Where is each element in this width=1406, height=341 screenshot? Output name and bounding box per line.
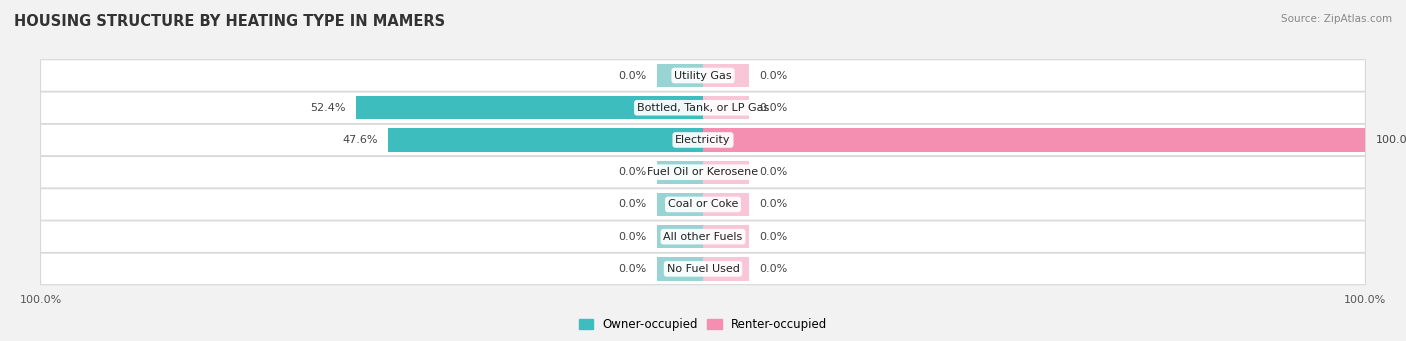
Bar bbox=[703, 64, 749, 87]
Bar bbox=[657, 225, 703, 248]
Text: All other Fuels: All other Fuels bbox=[664, 232, 742, 242]
FancyBboxPatch shape bbox=[41, 221, 1365, 252]
Text: No Fuel Used: No Fuel Used bbox=[666, 264, 740, 274]
Text: 0.0%: 0.0% bbox=[619, 167, 647, 177]
Bar bbox=[388, 128, 703, 152]
Text: 0.0%: 0.0% bbox=[759, 167, 787, 177]
Legend: Owner-occupied, Renter-occupied: Owner-occupied, Renter-occupied bbox=[574, 313, 832, 336]
Bar bbox=[657, 161, 703, 184]
Bar bbox=[657, 64, 703, 87]
Text: Coal or Coke: Coal or Coke bbox=[668, 199, 738, 209]
FancyBboxPatch shape bbox=[41, 92, 1365, 123]
Bar bbox=[703, 128, 1365, 152]
Text: Fuel Oil or Kerosene: Fuel Oil or Kerosene bbox=[647, 167, 759, 177]
Text: 0.0%: 0.0% bbox=[759, 71, 787, 80]
Bar bbox=[703, 225, 749, 248]
Text: HOUSING STRUCTURE BY HEATING TYPE IN MAMERS: HOUSING STRUCTURE BY HEATING TYPE IN MAM… bbox=[14, 14, 446, 29]
Text: Utility Gas: Utility Gas bbox=[675, 71, 731, 80]
FancyBboxPatch shape bbox=[41, 124, 1365, 156]
FancyBboxPatch shape bbox=[41, 157, 1365, 188]
Text: Source: ZipAtlas.com: Source: ZipAtlas.com bbox=[1281, 14, 1392, 24]
Text: Electricity: Electricity bbox=[675, 135, 731, 145]
Text: 47.6%: 47.6% bbox=[342, 135, 378, 145]
Text: 0.0%: 0.0% bbox=[759, 264, 787, 274]
Text: 0.0%: 0.0% bbox=[619, 232, 647, 242]
Bar bbox=[703, 193, 749, 216]
Text: 0.0%: 0.0% bbox=[759, 103, 787, 113]
Bar bbox=[356, 96, 703, 119]
Bar bbox=[703, 257, 749, 281]
Bar bbox=[703, 96, 749, 119]
Text: Bottled, Tank, or LP Gas: Bottled, Tank, or LP Gas bbox=[637, 103, 769, 113]
Text: 0.0%: 0.0% bbox=[619, 264, 647, 274]
FancyBboxPatch shape bbox=[41, 253, 1365, 285]
Text: 0.0%: 0.0% bbox=[619, 199, 647, 209]
FancyBboxPatch shape bbox=[41, 189, 1365, 220]
Text: 0.0%: 0.0% bbox=[759, 232, 787, 242]
Bar bbox=[703, 161, 749, 184]
Text: 100.0%: 100.0% bbox=[1375, 135, 1406, 145]
Bar bbox=[657, 193, 703, 216]
Text: 52.4%: 52.4% bbox=[311, 103, 346, 113]
FancyBboxPatch shape bbox=[41, 60, 1365, 91]
Bar bbox=[657, 257, 703, 281]
Text: 0.0%: 0.0% bbox=[619, 71, 647, 80]
Text: 0.0%: 0.0% bbox=[759, 199, 787, 209]
